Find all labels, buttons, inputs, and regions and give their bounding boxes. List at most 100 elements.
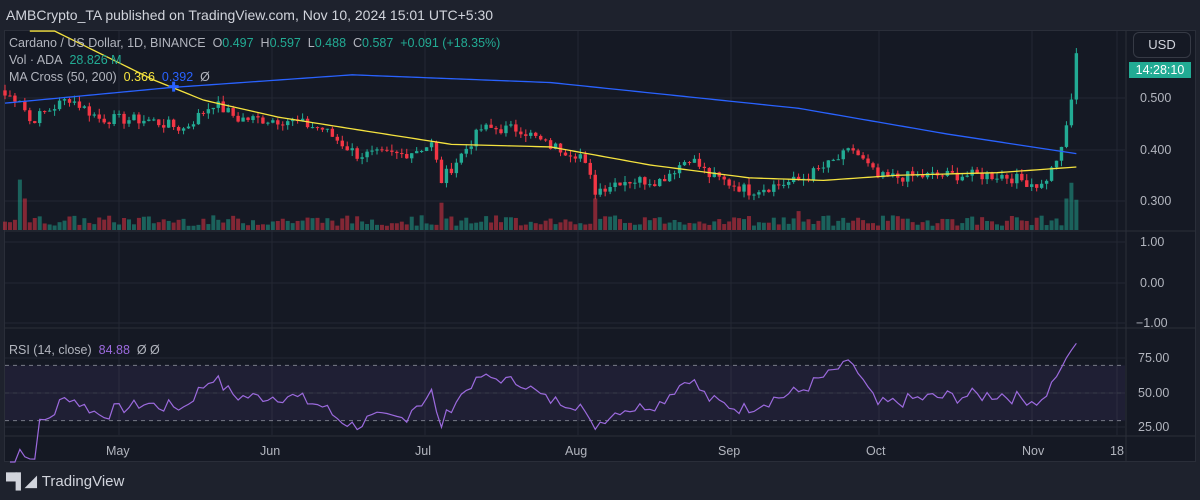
volume-bar <box>335 225 340 230</box>
volume-bar <box>404 224 409 230</box>
currency-button[interactable]: USD <box>1133 32 1191 58</box>
ma50-line <box>29 30 1077 182</box>
volume-bar <box>449 216 454 230</box>
volume-bar <box>985 220 990 230</box>
volume-bar <box>583 224 588 230</box>
candle-body <box>1064 125 1069 147</box>
volume-bar <box>161 219 166 230</box>
candle-body <box>400 153 404 155</box>
candle-body <box>102 118 106 123</box>
candle-body <box>593 174 597 195</box>
candle-body <box>3 90 7 96</box>
volume-value: 28.826 M <box>69 53 122 67</box>
volume-bar <box>712 221 717 230</box>
volume-bar <box>221 222 226 230</box>
symbol-title[interactable]: Cardano / US Dollar, 1D, BINANCE <box>9 36 206 50</box>
volume-bar <box>141 216 146 230</box>
candle-body <box>786 182 791 185</box>
candle-body <box>315 127 320 129</box>
candle-body <box>543 139 548 141</box>
volume-bar <box>623 223 627 230</box>
close-value: 0.587 <box>362 36 394 50</box>
volume-bar <box>270 221 275 230</box>
candle-body <box>553 143 558 149</box>
publish-info: AMBCrypto_TA published on TradingView.co… <box>6 7 494 23</box>
volume-bar <box>310 218 315 230</box>
volume-bar <box>181 218 186 230</box>
candle-body <box>281 124 285 126</box>
ma-cross-legend[interactable]: MA Cross (50, 200) 0.366 0.392 Ø <box>9 70 210 84</box>
volume-bar <box>816 220 821 230</box>
candle-body <box>633 182 637 184</box>
ma-cross-label: MA Cross (50, 200) <box>9 70 117 84</box>
symbol-legend[interactable]: Cardano / US Dollar, 1D, BINANCE O0.497 … <box>9 36 500 50</box>
candle-body <box>246 117 250 121</box>
volume-bar <box>836 220 841 230</box>
candle-body <box>236 115 240 122</box>
candle-body <box>171 119 176 128</box>
volume-bar <box>399 221 404 230</box>
candle-body <box>152 119 156 121</box>
volume-bar <box>553 224 558 230</box>
candle-body <box>910 171 915 176</box>
candle-body <box>524 134 528 136</box>
rsi-legend[interactable]: RSI (14, close) 84.88 Ø Ø <box>9 343 160 357</box>
volume-bar <box>82 218 87 230</box>
volume-bar <box>350 223 355 230</box>
volume-bar <box>275 220 280 230</box>
candle-body <box>811 168 816 180</box>
time-label: Sep <box>718 444 741 458</box>
chart-frame[interactable] <box>4 30 1196 462</box>
volume-bar <box>940 218 945 230</box>
candle-body <box>459 153 464 163</box>
open-label: O <box>212 36 223 50</box>
candle-body <box>226 108 230 113</box>
rsi-label: RSI (14, close) <box>9 343 92 357</box>
candle-body <box>548 140 553 149</box>
volume-bar <box>52 225 57 230</box>
tradingview-logo[interactable]: ▀▌◢ TradingView <box>6 472 124 491</box>
candle-body <box>841 150 845 160</box>
candle-body <box>1044 180 1049 184</box>
ma200-line <box>4 74 1077 155</box>
candle-body <box>345 146 349 151</box>
candle-body <box>62 99 67 101</box>
volume-bar <box>22 198 27 230</box>
candle-body <box>836 159 840 161</box>
volume-bar <box>77 224 82 230</box>
volume-bar <box>856 217 861 230</box>
volume-bar <box>786 223 791 230</box>
volume-bar <box>677 222 682 230</box>
volume-bar <box>995 224 999 230</box>
rsi-line <box>9 342 1077 463</box>
volume-bar <box>67 216 72 230</box>
volume-bar <box>300 220 305 230</box>
candle-body <box>335 136 340 141</box>
candle-body <box>186 126 191 129</box>
volume-bar <box>915 224 920 230</box>
volume-bar <box>970 216 975 230</box>
volume-bar <box>379 224 384 230</box>
volume-bar <box>533 223 538 230</box>
volume-bar <box>469 223 474 230</box>
candle-body <box>162 125 166 128</box>
candle-body <box>112 114 116 125</box>
candle-body <box>23 100 27 111</box>
candle-body <box>1015 173 1019 184</box>
volume-bar <box>821 216 826 230</box>
candle-body <box>588 162 592 175</box>
volume-bar <box>37 216 42 230</box>
candle-body <box>1025 180 1029 187</box>
volume-bar <box>766 222 771 230</box>
candle-body <box>117 113 121 115</box>
volume-bar <box>241 223 246 230</box>
candle-body <box>886 172 890 176</box>
volume-bar <box>156 222 161 230</box>
candle-body <box>672 173 677 175</box>
volume-bar <box>112 222 117 230</box>
candle-body <box>712 172 716 178</box>
volume-bar <box>489 222 494 230</box>
volume-legend[interactable]: Vol · ADA 28.826 M <box>9 53 122 67</box>
candle-body <box>385 149 389 151</box>
